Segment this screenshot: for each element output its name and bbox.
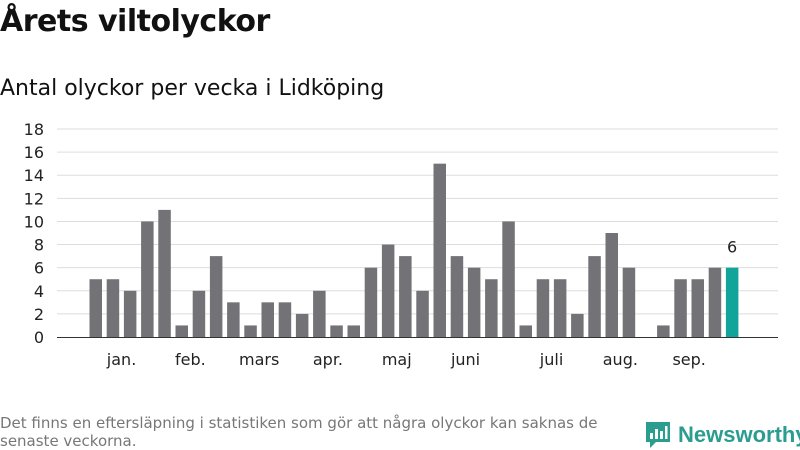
grid-lines — [57, 128, 778, 315]
bar[interactable] — [175, 325, 189, 337]
bar[interactable] — [674, 279, 687, 337]
bar-latest-week[interactable] — [725, 267, 739, 337]
bar[interactable] — [364, 267, 378, 337]
bar[interactable] — [433, 163, 447, 337]
month-label: apr. — [313, 350, 343, 369]
month-labels: jan. feb. mars apr. maj juni juli aug. sep. — [106, 350, 706, 369]
bar[interactable] — [605, 233, 619, 337]
bar[interactable] — [158, 209, 171, 337]
y-tick-label: 2 — [34, 305, 44, 324]
bar[interactable] — [295, 313, 309, 337]
bar[interactable] — [467, 267, 481, 337]
y-tick-label: 14 — [24, 166, 44, 185]
bar[interactable] — [708, 267, 722, 337]
bar[interactable] — [553, 279, 567, 337]
bar[interactable] — [416, 290, 429, 337]
bar[interactable] — [502, 221, 515, 337]
y-axis-tick-labels: 0 2 4 6 8 10 12 14 16 18 — [24, 120, 44, 347]
bar[interactable] — [106, 279, 120, 337]
bar[interactable] — [571, 313, 584, 337]
brand-logo[interactable]: Newsworthy — [644, 420, 800, 450]
month-label: maj — [382, 350, 412, 369]
y-tick-label: 12 — [24, 189, 44, 208]
bars — [89, 163, 739, 337]
data-label-latest-week: 6 — [727, 238, 737, 257]
y-tick-label: 18 — [24, 120, 44, 139]
y-tick-label: 10 — [24, 212, 44, 231]
y-tick-label: 6 — [34, 259, 44, 278]
page-title: Årets viltolyckor — [0, 4, 270, 39]
month-label: mars — [239, 350, 279, 369]
bar[interactable] — [691, 279, 705, 337]
month-label: sep. — [672, 350, 705, 369]
y-tick-label: 4 — [34, 282, 44, 301]
month-label: aug. — [603, 350, 638, 369]
bar[interactable] — [278, 302, 292, 337]
bar[interactable] — [313, 290, 326, 337]
bar[interactable] — [519, 325, 533, 337]
y-tick-label: 8 — [34, 236, 44, 255]
bar[interactable] — [588, 256, 601, 337]
bar[interactable] — [450, 256, 464, 337]
bar[interactable] — [657, 325, 670, 337]
bar[interactable] — [192, 290, 206, 337]
newsworthy-logo-icon — [646, 422, 670, 448]
bar[interactable] — [227, 302, 240, 337]
footnote: Det finns en eftersläpning i statistiken… — [0, 414, 598, 450]
month-label: juli — [539, 350, 563, 369]
month-label: juni — [450, 350, 480, 369]
bar[interactable] — [622, 267, 636, 337]
bar[interactable] — [141, 221, 154, 337]
bar[interactable] — [244, 325, 257, 337]
bar[interactable] — [330, 325, 343, 337]
chart-subtitle: Antal olyckor per vecka i Lidköping — [0, 76, 385, 101]
y-tick-label: 0 — [34, 328, 44, 347]
bar[interactable] — [485, 279, 498, 337]
data-labels: 6 — [727, 238, 737, 257]
bar[interactable] — [123, 290, 137, 337]
month-label: feb. — [175, 350, 206, 369]
month-label: jan. — [106, 350, 136, 369]
bar[interactable] — [399, 256, 412, 337]
brand-name: Newsworthy — [678, 422, 800, 447]
bar[interactable] — [381, 244, 395, 337]
bar[interactable] — [347, 325, 361, 337]
bar[interactable] — [209, 256, 223, 337]
bar[interactable] — [89, 279, 103, 337]
y-tick-label: 16 — [24, 143, 44, 162]
bar[interactable] — [261, 302, 275, 337]
bar[interactable] — [536, 279, 550, 337]
